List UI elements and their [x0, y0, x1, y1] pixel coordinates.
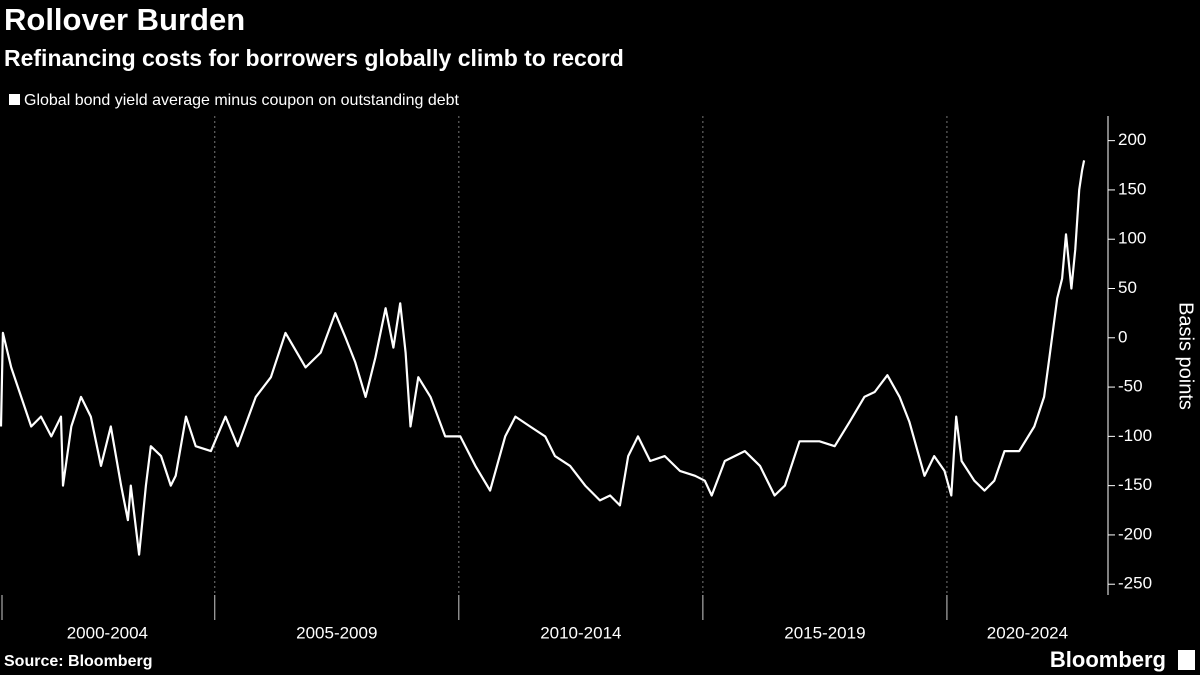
x-band-label: 2015-2019	[784, 623, 865, 642]
x-band-label: 2020-2024	[987, 623, 1068, 642]
y-tick-label: 50	[1118, 278, 1137, 297]
y-axis-label: Basis points	[1175, 302, 1197, 410]
brand-logo: Bloomberg	[1050, 647, 1166, 672]
chart-subtitle: Refinancing costs for borrowers globally…	[4, 45, 624, 71]
brand-icon	[1178, 650, 1195, 670]
y-tick-label: 100	[1118, 229, 1146, 248]
y-tick-label: 150	[1118, 179, 1146, 198]
x-band-label: 2010-2014	[540, 623, 621, 642]
legend-swatch	[9, 94, 20, 105]
data-line	[0, 160, 1086, 556]
y-tick-label: 200	[1118, 130, 1146, 149]
y-tick-label: -150	[1118, 475, 1152, 494]
source: Source: Bloomberg	[4, 653, 152, 670]
x-band-label: 2005-2009	[296, 623, 377, 642]
y-tick-label: 0	[1118, 327, 1127, 346]
chart-title: Rollover Burden	[4, 2, 245, 37]
y-tick-label: -250	[1118, 574, 1152, 593]
y-tick-label: -50	[1118, 377, 1143, 396]
y-tick-label: -200	[1118, 524, 1152, 543]
y-tick-label: -100	[1118, 426, 1152, 445]
legend-label: Global bond yield average minus coupon o…	[24, 92, 460, 109]
x-band-label: 2000-2004	[67, 623, 148, 642]
